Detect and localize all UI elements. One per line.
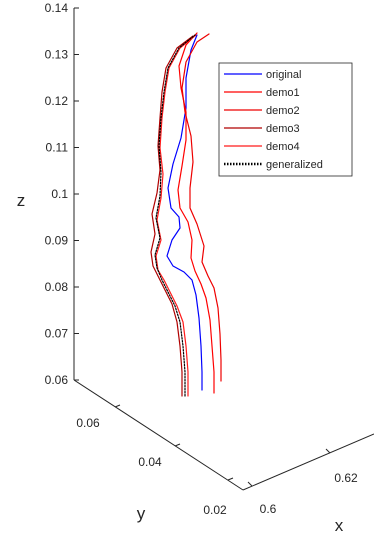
- z-tick-label: 0.1: [51, 187, 68, 201]
- y-tick-label: 0.06: [76, 416, 100, 430]
- series-line-demo4: [155, 34, 197, 397]
- legend-box: [218, 62, 353, 177]
- y-tick-mark: [227, 477, 234, 481]
- legend-label-demo4: demo4: [266, 141, 300, 153]
- z-tick-label: 0.08: [45, 280, 69, 294]
- series-line-demo2: [181, 33, 222, 382]
- x-axis-line: [242, 433, 374, 491]
- legend-label-demo1: demo1: [266, 87, 300, 99]
- series-line-demo1: [177, 32, 215, 394]
- x-axis-label: x: [335, 516, 344, 535]
- x-tick-mark: [247, 481, 253, 487]
- z-tick-label: 0.14: [45, 1, 69, 15]
- z-axis-label: z: [17, 191, 26, 210]
- y-tick-mark: [174, 443, 181, 447]
- x-tick-mark: [325, 448, 331, 454]
- z-tick-label: 0.09: [45, 234, 69, 248]
- z-tick-label: 0.13: [45, 48, 69, 62]
- legend-label-demo2: demo2: [266, 105, 300, 117]
- y-tick-mark: [114, 404, 121, 408]
- x-tick-label: 0.62: [334, 471, 358, 485]
- z-tick-label: 0.11: [46, 141, 69, 155]
- ticks: 0.06 0.07 0.08 0.09 0.1 0.11 0.12 0.13 0.14 0.02 0…: [45, 1, 358, 517]
- z-tick-label: 0.07: [45, 327, 69, 341]
- series-line-demo3: [150, 35, 194, 397]
- x-tick-label: 0.6: [260, 502, 277, 516]
- legend-label-original: original: [266, 69, 301, 81]
- legend: original demo1 demo2 demo3 demo4 generalized: [218, 62, 353, 177]
- series-line-generalized: [154, 34, 196, 397]
- legend-label-demo3: demo3: [266, 123, 300, 135]
- z-tick-label: 0.06: [45, 373, 69, 387]
- y-axis-line: [73, 379, 244, 491]
- series: [150, 32, 222, 397]
- y-axis-label: y: [137, 504, 146, 523]
- z-tick-label: 0.12: [45, 94, 69, 108]
- y-tick-label: 0.02: [203, 503, 227, 517]
- y-tick-label: 0.04: [138, 455, 162, 469]
- legend-label-generalized: generalized: [266, 159, 323, 171]
- axis-labels: z y x: [17, 191, 344, 535]
